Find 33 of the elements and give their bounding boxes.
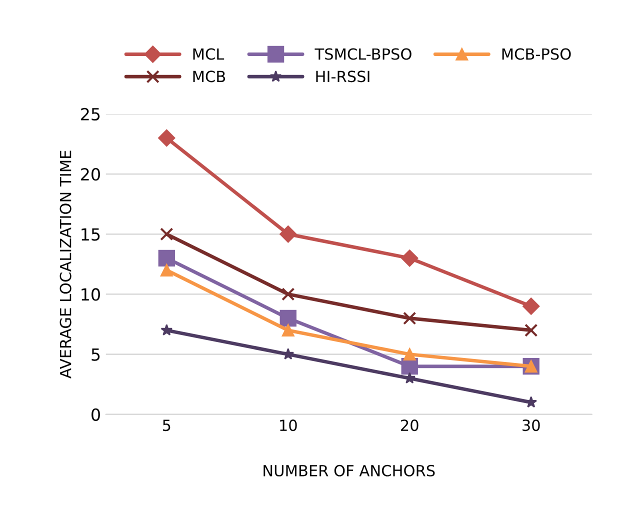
point — [160, 324, 173, 336]
x-tick-label: 30 — [522, 420, 540, 432]
point — [282, 288, 295, 301]
point — [401, 250, 418, 267]
y-tick-label: 15 — [82, 228, 100, 241]
x-tick-label: 10 — [280, 420, 297, 432]
y-tick-label: 10 — [82, 288, 100, 301]
point — [282, 348, 294, 360]
y-tick-label: 25 — [81, 108, 100, 121]
legend-label: TSMCL-BPSO — [314, 48, 412, 60]
legend-label: MCB-PSO — [502, 48, 571, 60]
y-axis-title: AVERAGE LOCALIZATION TIME — [60, 150, 72, 378]
y-tick-label: 20 — [81, 168, 100, 181]
point — [158, 250, 175, 267]
point — [158, 129, 176, 147]
point — [522, 298, 540, 315]
point — [403, 312, 416, 325]
point — [160, 228, 174, 241]
point — [160, 264, 173, 276]
y-tick-label: 5 — [92, 348, 100, 361]
point — [280, 310, 296, 327]
point — [404, 372, 416, 384]
x-axis-title: NUMBER OF ANCHORS — [264, 464, 435, 476]
legend-label: MCL — [193, 48, 224, 60]
y-tick-label: 0 — [92, 408, 100, 421]
point — [524, 324, 538, 337]
x-tick-label: 5 — [162, 420, 170, 432]
point — [280, 226, 297, 243]
point — [282, 324, 294, 337]
x-tick-label: 20 — [401, 420, 418, 432]
point — [403, 348, 416, 361]
legend-label: MCB — [193, 70, 226, 82]
legend-label: HI-RSSI — [316, 70, 370, 82]
